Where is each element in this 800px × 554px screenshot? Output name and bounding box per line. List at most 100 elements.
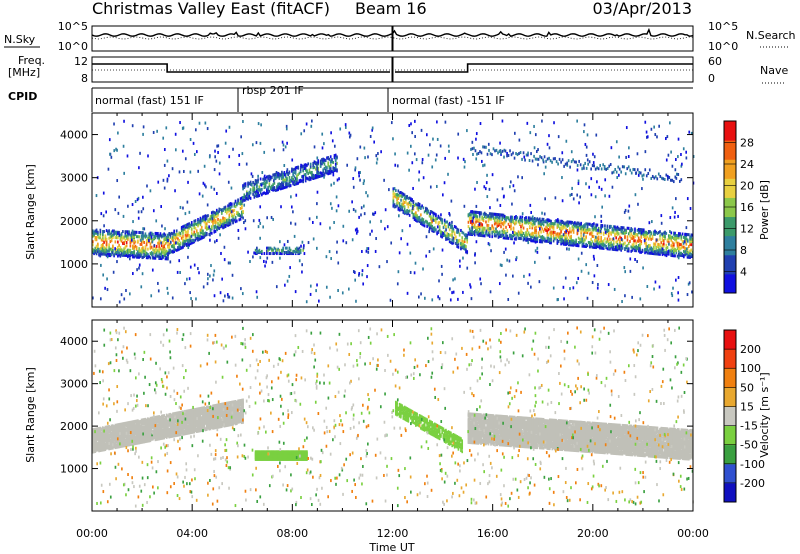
power-colorbar-tick-label: 24 [740, 158, 754, 171]
power-cell [650, 176, 653, 180]
power-cell [612, 170, 615, 174]
power-cell [530, 152, 532, 156]
power-cell [579, 163, 582, 167]
power-cell [271, 176, 273, 180]
power-cell [401, 229, 404, 233]
power-cell [158, 240, 161, 244]
power-cell [612, 242, 615, 246]
power-cell [198, 121, 201, 125]
power-cell [162, 247, 164, 251]
power-cell [581, 167, 583, 171]
power-cell [515, 152, 517, 156]
power-cell [519, 150, 522, 154]
power-cell [570, 234, 572, 238]
power-cell [596, 166, 598, 170]
power-cell [507, 153, 510, 157]
power-cell [106, 288, 109, 292]
power-cell [597, 167, 600, 171]
power-cell [130, 251, 133, 255]
power-cell [208, 225, 210, 229]
power-cell [590, 177, 593, 181]
power-cell [591, 231, 594, 235]
power-cell [145, 256, 148, 260]
power-cell [220, 251, 222, 255]
power-cell [685, 150, 688, 154]
power-cell [316, 156, 319, 160]
power-cell [653, 287, 655, 291]
power-cell [639, 297, 642, 301]
power-cell [94, 229, 97, 233]
power-cell [123, 250, 125, 254]
power-cell [110, 247, 113, 251]
power-cell [366, 264, 369, 268]
power-cell [113, 229, 115, 233]
power-cell [671, 164, 674, 168]
power-cell [104, 234, 107, 238]
power-cell [222, 299, 225, 303]
power-cell [352, 270, 355, 274]
power-cell [378, 265, 381, 269]
power-cell [470, 297, 473, 301]
power-cell [132, 236, 134, 240]
power-cell [595, 235, 597, 239]
power-cell [94, 246, 97, 250]
power-cell [632, 167, 635, 171]
power-cell [268, 189, 271, 193]
power-cell [266, 256, 269, 260]
power-cell [107, 252, 109, 256]
power-cell [293, 234, 296, 238]
power-cell [117, 254, 119, 258]
power-cell [186, 200, 189, 204]
power-cell [205, 222, 208, 226]
power-cell [163, 251, 166, 255]
power-cell [162, 178, 165, 182]
power-cell [510, 219, 512, 223]
power-cell [206, 127, 209, 131]
power-cell [102, 233, 104, 237]
power-cell [530, 210, 533, 214]
power-cell [290, 195, 292, 199]
power-cell [174, 148, 177, 152]
power-cell [572, 286, 575, 290]
power-cell [403, 205, 406, 209]
power-cell [583, 130, 585, 134]
power-cell [580, 269, 583, 273]
power-cell [418, 202, 421, 206]
power-cell [132, 244, 134, 248]
power-cell [425, 254, 428, 258]
power-cell [483, 226, 486, 230]
power-cell [118, 243, 120, 247]
power-cell [557, 298, 559, 302]
power-cell [621, 300, 623, 304]
power-cell [132, 231, 134, 235]
power-cell [237, 198, 239, 202]
power-cell [469, 232, 472, 236]
power-cell [237, 236, 240, 240]
power-cell [483, 145, 486, 149]
power-cell [483, 163, 486, 167]
power-cell [193, 230, 196, 234]
velocity-heatmap [92, 326, 694, 508]
power-cell [164, 227, 166, 231]
power-cell [580, 221, 582, 225]
power-cell [491, 153, 493, 157]
power-cell [653, 176, 656, 180]
power-cell [286, 141, 288, 145]
power-cell [133, 241, 135, 245]
power-cell [244, 219, 247, 223]
power-cell [154, 254, 157, 258]
power-cell [604, 224, 606, 228]
beam-label: Beam 16 [355, 0, 427, 18]
power-cell [109, 235, 112, 239]
power-cell [609, 237, 611, 241]
power-cell [335, 195, 338, 199]
power-cell [631, 228, 634, 232]
power-cell [113, 253, 115, 257]
power-cell [286, 279, 289, 283]
power-cell [175, 229, 178, 233]
power-cell [485, 145, 487, 149]
power-cell [190, 221, 193, 225]
power-cell [102, 273, 105, 277]
power-cell [217, 144, 220, 148]
power-cell [669, 216, 672, 220]
